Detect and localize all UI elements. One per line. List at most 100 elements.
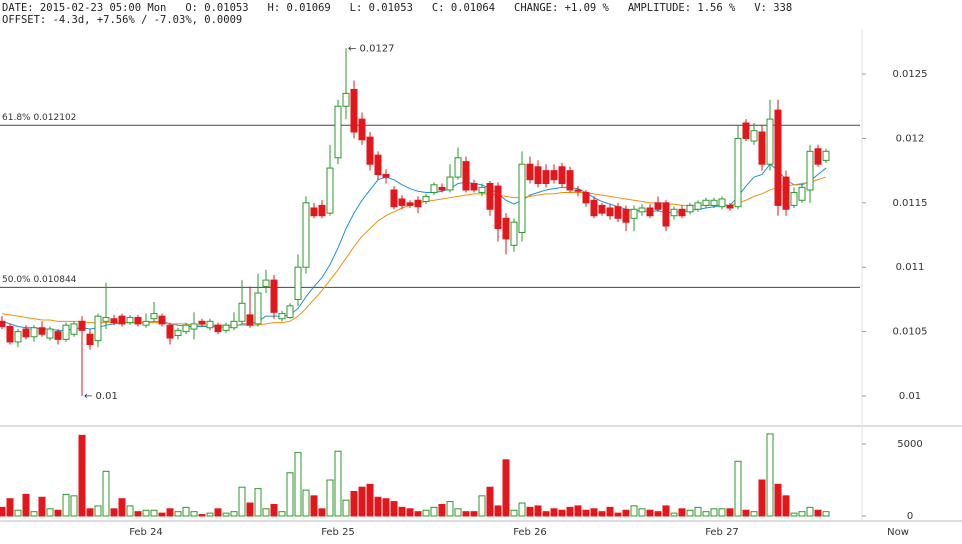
candle-body [254,292,262,325]
x-tick-label: Feb 24 [129,527,163,538]
volume-bar [78,434,86,517]
volume-bar [70,495,78,517]
candle-body [550,170,558,181]
candle-body [126,316,134,324]
candle-body [190,323,198,330]
volume-bar [646,509,654,517]
candle-body [222,324,230,331]
volume-bar [542,511,550,517]
candle-body [326,167,334,214]
candle-body [694,202,702,210]
volume-tick-label: 5000 [897,439,922,450]
candle-body [790,192,798,206]
volume-bar [62,493,70,517]
volume-bar [414,511,422,517]
candle-body [102,316,110,322]
candle-body [14,331,22,343]
candle-body [134,316,142,325]
volume-bar [190,511,198,517]
candle-body [438,186,446,191]
y-tick-label: 0.0105 [893,327,928,338]
volume-bar [222,512,230,517]
volume-bar [774,483,782,517]
volume-bar [350,491,358,517]
volume-bar [374,496,382,517]
candle-body [230,320,238,329]
candle-body [806,150,814,191]
candle-body [726,204,734,209]
candle-body [86,333,94,346]
low-annotation: ← 0.01 [84,391,118,402]
volume-bar [302,489,310,517]
candle-body [406,202,414,206]
volume-bar [166,508,174,517]
candle-body [470,183,478,191]
volume-bar [574,505,582,517]
candle-body [414,199,422,208]
y-tick-label: 0.01 [899,391,921,402]
volume-bar [286,472,294,517]
level-label: 50.0% 0.010844 [2,275,77,285]
volume-bar [678,508,686,517]
candle-body [606,207,614,217]
header: DATE: 2015-02-23 05:00 Mon O: 0.01053 H:… [2,2,792,26]
y-tick-label: 0.0115 [893,198,928,209]
candle-body [510,221,518,246]
volume-bar [358,486,366,517]
candle-body [334,105,342,159]
volume-bar [598,511,606,517]
volume-bar [726,508,734,517]
volume-bar [766,433,774,517]
volume-bar [510,509,518,517]
volume-tick-label: 0 [907,511,913,522]
y-tick-label: 0.012 [896,133,925,144]
volume-bar [214,508,222,517]
candle-body [342,92,350,107]
candle-body [486,183,494,210]
candle-body [398,198,406,206]
volume-bar [438,503,446,517]
volume-bar [670,512,678,517]
volume-bar [654,511,662,517]
volume-bar [150,509,158,517]
volume-bar [270,503,278,517]
x-tick-label: Now [887,527,909,538]
candle-body [118,315,126,325]
candle-body [686,204,694,213]
candle-body [646,207,654,217]
volume-bar [822,511,830,517]
candle-body [422,195,430,203]
candle-body [278,313,286,320]
candle-body [110,318,118,324]
volume-bar [22,493,30,517]
candle-body [374,154,382,176]
volume-bar [310,495,318,517]
x-tick-label: Feb 26 [513,527,547,538]
high-annotation: ← 0.0127 [348,43,395,54]
level-label: 61.8% 0.012102 [2,113,76,123]
volume-bar [662,505,670,517]
volume-bar [206,512,214,517]
candle-body [350,89,358,133]
volume-bar [54,509,62,517]
header-line: OFFSET: -4.3d, +7.56% / -7.03%, 0.0009 [2,14,243,26]
candle-body [542,170,550,185]
volume-bar [790,512,798,517]
candle-body [142,320,150,326]
volume-bar [630,505,638,517]
candle-body [742,122,750,139]
candle-body [270,279,278,313]
candle-body [70,323,78,335]
volume-bar [486,486,494,517]
volume-bar [806,506,814,517]
volume-bar [86,508,94,517]
y-tick-label: 0.0125 [893,69,928,80]
volume-bar [734,460,742,517]
volume-bar [454,508,462,517]
volume-bar [686,509,694,517]
candle-body [750,130,758,142]
volume-bar [518,502,526,517]
candle-body [758,131,766,165]
candle-body [718,198,726,208]
